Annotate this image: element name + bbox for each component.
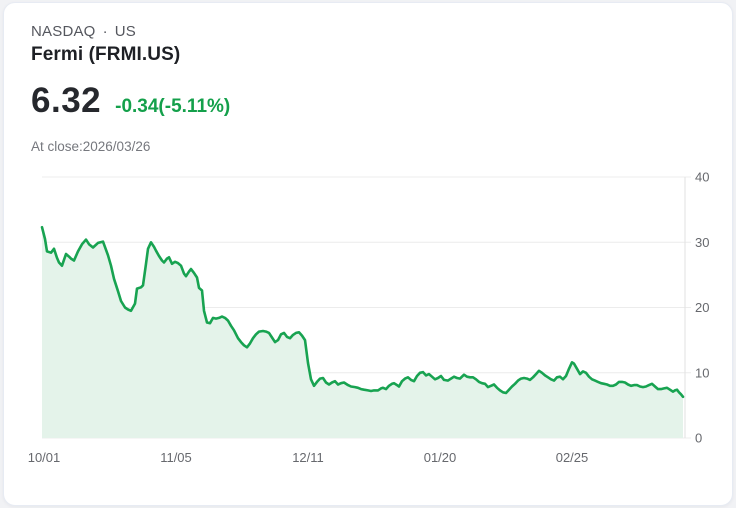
dot-separator: ·: [102, 23, 108, 40]
market-label: US: [114, 23, 137, 40]
x-axis-label-01/20: 01/20: [424, 450, 457, 465]
price-chart-svg: 40 30 20 10 0 10/01 11/05 12/11 01/20 02/25: [28, 170, 710, 466]
price-chart[interactable]: 40 30 20 10 0 10/01 11/05 12/11 01/20 02/25: [4, 3, 732, 505]
y-axis-label-20: 20: [695, 300, 709, 315]
price-row: 6.32 -0.34(-5.11%): [31, 81, 230, 121]
y-axis-label-30: 30: [695, 235, 709, 250]
price-area-fill: [42, 227, 683, 438]
price-line: [40, 225, 685, 399]
as-of-close-label: At close:2026/03/26: [31, 139, 151, 154]
last-price: 6.32: [31, 81, 102, 120]
x-axis-label-12/11: 12/11: [292, 450, 324, 465]
price-change: -0.34(-5.11%): [115, 96, 231, 117]
x-axis-label-11/05: 11/05: [160, 450, 192, 465]
x-axis-label-10/01: 10/01: [28, 450, 61, 465]
quote-header: NASDAQ · US Fermi (FRMI.US): [31, 23, 180, 66]
x-axis-label-02/25: 02/25: [556, 450, 589, 465]
y-axis-label-10: 10: [695, 365, 709, 380]
exchange-label: NASDAQ: [31, 23, 96, 40]
stock-quote-card: 40 30 20 10 0 10/01 11/05 12/11 01/20 02/25 NASDA…: [3, 2, 733, 506]
y-axis-label-0: 0: [695, 431, 702, 446]
stock-title: Fermi (FRMI.US): [31, 44, 181, 65]
exchange-row: NASDAQ · US: [31, 23, 180, 40]
y-axis-label-40: 40: [695, 170, 709, 185]
